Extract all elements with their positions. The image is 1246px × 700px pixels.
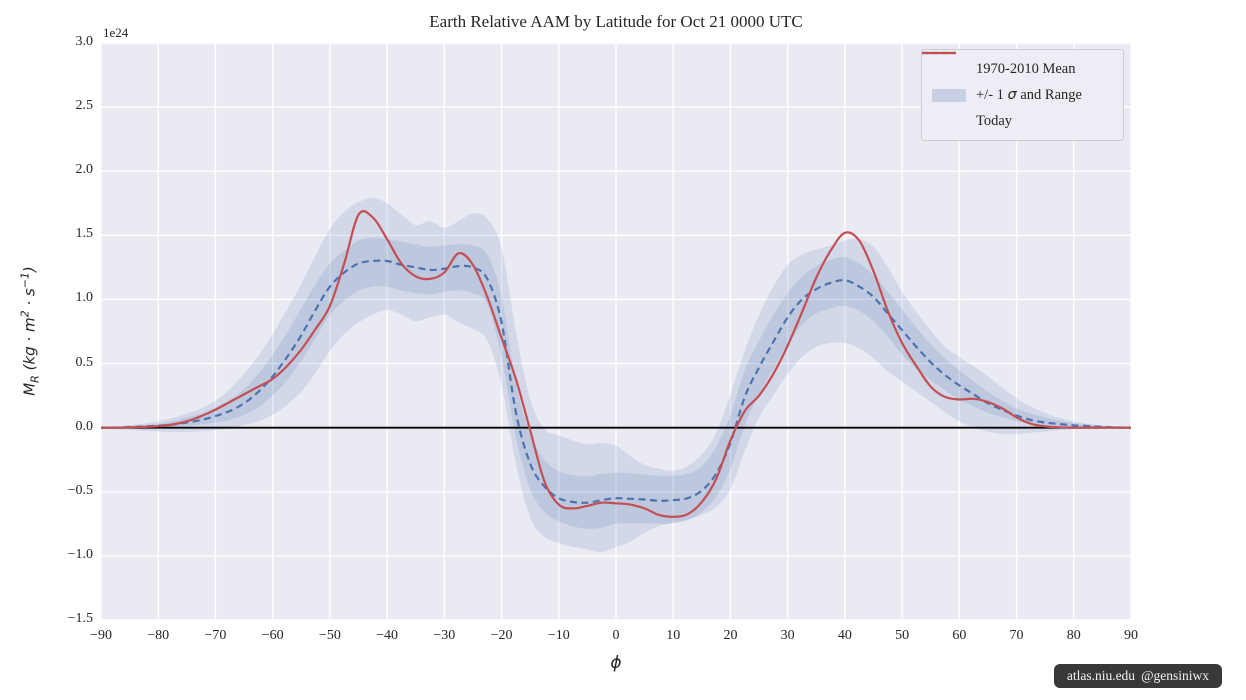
y-tick-label: 3.0 <box>75 34 94 49</box>
y-axis-label-base: M <box>20 382 39 396</box>
x-tick-label: −20 <box>490 628 513 643</box>
x-tick-label: 10 <box>666 628 681 643</box>
legend: 1970-2010 Mean +/- 1 σ and Range Today <box>921 49 1124 141</box>
band-swatch <box>932 88 966 102</box>
x-tick-label: 50 <box>895 628 910 643</box>
x-tick-label: 70 <box>1009 628 1024 643</box>
x-tick-label: 80 <box>1066 628 1081 643</box>
x-tick-label: 30 <box>780 628 795 643</box>
legend-label-mean: 1970-2010 Mean <box>976 60 1076 77</box>
x-tick-label: −30 <box>433 628 456 643</box>
legend-item-band: +/- 1 σ and Range <box>932 82 1113 108</box>
chart-canvas <box>101 43 1131 620</box>
x-tick-label: −60 <box>261 628 284 643</box>
y-tick-label: 0.5 <box>75 354 94 370</box>
range-band <box>101 198 1131 553</box>
x-tick-label: −70 <box>204 628 227 643</box>
x-tick-label: 20 <box>723 628 738 643</box>
watermark-handle: @gensiniwx <box>1141 668 1209 683</box>
x-axis-label: ϕ <box>610 653 622 673</box>
legend-item-today: Today <box>922 51 1113 134</box>
x-tick-label: −50 <box>318 628 341 643</box>
legend-label-today: Today <box>976 112 1013 129</box>
x-tick-label: −10 <box>547 628 570 643</box>
y-axis-label-sup-2: −1 <box>18 272 32 289</box>
x-tick-label: −80 <box>147 628 170 643</box>
sigma-symbol: σ <box>1007 86 1017 103</box>
chart-title: Earth Relative AAM by Latitude for Oct 2… <box>429 12 803 31</box>
x-tick-label: 60 <box>952 628 967 643</box>
y-tick-label: −1.0 <box>67 546 93 562</box>
y-tick-label: −0.5 <box>67 482 93 498</box>
watermark: atlas.niu.edu @gensiniwx <box>1053 664 1222 688</box>
y-axis-label-units-3: ) <box>20 266 39 273</box>
x-tick-label: 0 <box>612 628 620 643</box>
legend-item-mean: 1970-2010 Mean <box>922 51 1113 82</box>
y-tick-label: −1.5 <box>67 611 93 626</box>
plot-area: 1970-2010 Mean +/- 1 σ and Range Today <box>101 43 1131 620</box>
y-axis-label-sup-1: 2 <box>18 310 32 318</box>
today-line <box>101 210 1131 518</box>
mean-line <box>101 259 1131 504</box>
y-tick-label: 1.5 <box>75 226 94 242</box>
y-tick-label: 0.0 <box>75 418 94 434</box>
y-tick-label: 2.0 <box>75 162 94 178</box>
x-tick-label: −40 <box>376 628 399 643</box>
y-tick-label: 2.5 <box>75 98 94 114</box>
x-tick-label: 40 <box>837 628 852 643</box>
y-axis-label: MR (kg · m2 · s−1) <box>19 266 42 396</box>
sigma-band <box>101 237 1131 530</box>
y-axis-label-subscript: R <box>28 375 42 383</box>
x-tick-label: 90 <box>1124 628 1138 643</box>
legend-label-band: +/- 1 σ and Range <box>976 86 1082 103</box>
y-axis-offset-label: 1e24 <box>103 25 129 40</box>
x-tick-label: −90 <box>90 628 112 643</box>
watermark-site: atlas.niu.edu <box>1066 668 1136 683</box>
y-tick-label: 1.0 <box>75 290 94 306</box>
